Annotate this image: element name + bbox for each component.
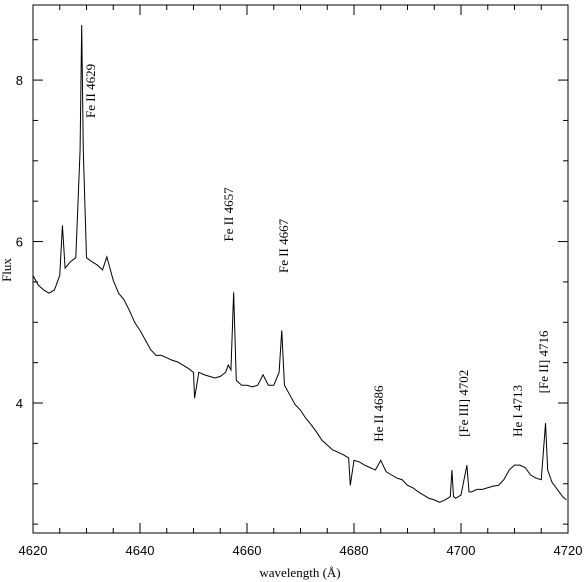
- y-axis-label: Flux: [0, 258, 14, 282]
- x-axis-label: wavelength (Å): [259, 565, 340, 580]
- x-tick-label: 4720: [554, 543, 583, 558]
- x-tick-label: 4660: [233, 543, 262, 558]
- spectrum-line: [32, 25, 567, 503]
- y-tick-label: 4: [16, 396, 23, 411]
- x-tick-label: 4640: [126, 543, 155, 558]
- y-tick-label: 8: [16, 73, 23, 88]
- line-annotation: [Fe II] 4716: [536, 330, 551, 393]
- line-annotation: Fe II 4629: [83, 64, 98, 118]
- line-annotation: Fe II 4667: [276, 218, 291, 273]
- line-annotation: He II 4686: [371, 385, 386, 442]
- x-tick-label: 4680: [340, 543, 369, 558]
- line-annotation: Fe II 4657: [221, 187, 236, 242]
- y-tick-label: 6: [16, 235, 23, 250]
- line-annotation: He I 4713: [510, 385, 525, 437]
- line-annotation: [Fe III] 4702: [456, 370, 471, 437]
- x-tick-label: 4620: [19, 543, 48, 558]
- plot-frame: [32, 4, 569, 534]
- x-tick-label: 4700: [447, 543, 476, 558]
